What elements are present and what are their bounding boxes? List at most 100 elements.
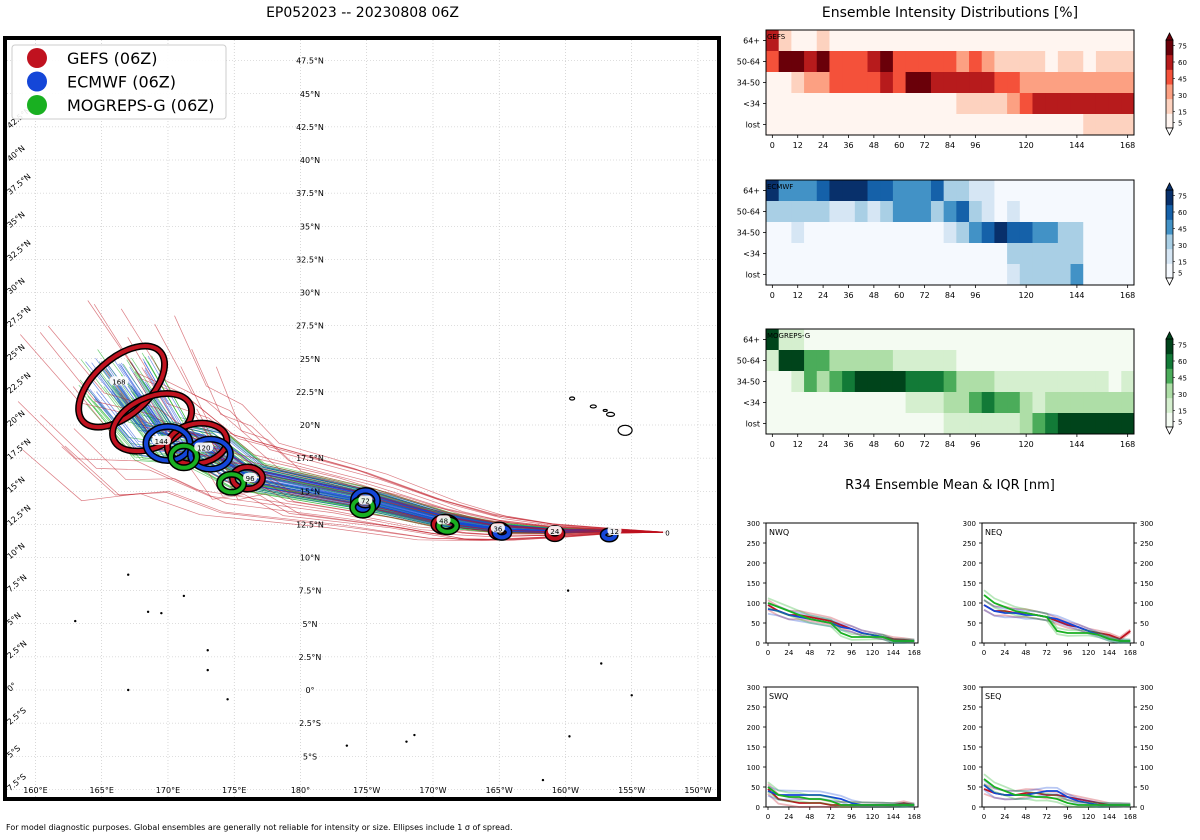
heatmap-cell (1070, 392, 1084, 414)
heatmap-cell (981, 392, 995, 414)
r34-mean-line-mogreps-g (983, 594, 1131, 642)
lon-label: 165°W (486, 786, 513, 795)
heatmap-cell (1032, 264, 1046, 286)
heatmap-cell (766, 93, 780, 115)
lat-label: 45°N (300, 90, 320, 99)
heatmap-cell (969, 30, 983, 52)
mogreps-ellipse-96 (217, 472, 246, 495)
island (589, 404, 597, 409)
colorbar-segment (1166, 353, 1173, 369)
heatmap-cell (994, 201, 1008, 223)
heatmap-cell (778, 51, 792, 73)
heatmap-cell (969, 350, 983, 372)
x-tick-label: 36 (843, 440, 853, 449)
heatmap-cell (867, 350, 881, 372)
colorbar-segment (1166, 248, 1173, 264)
island (605, 411, 616, 417)
heatmap-cell (816, 392, 830, 414)
atoll (182, 594, 186, 598)
r34-frame (981, 522, 1135, 644)
x-tick-label: 168 (1120, 291, 1135, 300)
heatmap-cell (1032, 371, 1046, 393)
lat-label: 47.5°N (296, 57, 324, 66)
heatmap-cell (930, 371, 945, 393)
heatmap-cell (778, 114, 792, 136)
heatmap-cell (892, 392, 907, 414)
heatmap-cell (918, 93, 932, 115)
heatmap-cell (842, 201, 856, 223)
heatmap-cell (994, 392, 1008, 414)
heatmap-cell (905, 93, 919, 115)
heatmap-cell (1070, 93, 1084, 115)
atoll (345, 744, 349, 747)
colorbar-tick-label: 5 (1178, 419, 1182, 427)
lat-label: 32.5°N (296, 255, 324, 264)
heatmap-cell (1083, 93, 1097, 115)
heatmap-cell (842, 51, 856, 73)
r34-frame (981, 686, 1135, 808)
r34-iqr-line (767, 597, 915, 641)
forecast-hour-label: 96 (246, 475, 255, 483)
r34-iqr-line (767, 793, 915, 808)
x-tick-label: 120 (1018, 291, 1033, 300)
lat-label: 37.5°N (296, 189, 324, 198)
legend-label: GEFS (06Z) (67, 49, 157, 68)
heatmap-cell (1019, 350, 1033, 372)
heatmap-cell (930, 93, 945, 115)
heatmap-cell (994, 264, 1008, 286)
heatmap-panel-mogreps-g: MOGREPS-G 64+ 50-64 34-50 <34 lost 0 12 24 36 48 60… (737, 328, 1187, 449)
x-tick-label: 24 (818, 440, 828, 449)
heatmap-cell (1057, 329, 1072, 351)
heatmap-cell (1070, 72, 1084, 94)
lat-label: 15°N (300, 487, 320, 496)
lon-label: 165°E (90, 786, 114, 795)
colorbar-segment (1166, 219, 1173, 235)
heatmap-cell (854, 350, 869, 372)
heatmap-cell (981, 243, 995, 265)
heatmap-cell (804, 72, 818, 94)
r34-y-tick-label: 50 (1140, 784, 1149, 792)
heatmap-panel-ecmwf: ECMWF 64+ 50-64 34-50 <34 lost 0 12 24 36 48 60 72 84… (737, 179, 1187, 300)
heatmap-cell (892, 264, 907, 286)
r34-y-tick-label: 100 (747, 600, 760, 608)
r34-x-tick-label: 24 (784, 813, 793, 821)
r34-y-tick-label-left: 0 (972, 640, 976, 648)
heatmap-cell (880, 371, 894, 393)
ensemble-track (213, 450, 668, 541)
x-tick-label: 120 (1018, 440, 1033, 449)
r34-y-tick-label: 100 (1140, 600, 1153, 608)
heatmap-cell (1057, 371, 1072, 393)
ensemble-track (174, 315, 668, 533)
colorbar-tick-label: 30 (1178, 391, 1187, 399)
heatmap-cell (1108, 350, 1122, 372)
heatmap-cell (1057, 350, 1072, 372)
r34-x-tick-label: 48 (1021, 649, 1030, 657)
colorbar-segment (1166, 54, 1173, 70)
heatmap-cell (1070, 264, 1084, 286)
heatmap-cell (994, 72, 1008, 94)
r34-mean-line-mogreps-g (767, 602, 915, 642)
heatmap-cell (981, 51, 995, 73)
heatmap-cell (804, 350, 818, 372)
heatmap-cell (1032, 413, 1046, 435)
heatmap-cell (1019, 413, 1033, 435)
forecast-hour-bg (547, 526, 562, 535)
land-masses (74, 396, 633, 782)
heatmap-cell (880, 114, 894, 136)
r34-iqr-line (767, 612, 915, 644)
heatmap-cell (842, 114, 856, 136)
heatmap-cell (1045, 51, 1059, 73)
heatmap-cell (854, 51, 869, 73)
heatmap-cell (1057, 243, 1072, 265)
heatmap-cell (1007, 30, 1021, 52)
island (617, 424, 633, 436)
forecast-hour-bg (109, 376, 129, 386)
heatmap-cell (1121, 93, 1135, 115)
heatmap-cell (766, 30, 780, 52)
r34-y-tick-label: 250 (1140, 540, 1153, 548)
heatmap-cell (766, 413, 780, 435)
r34-y-tick-label: 50 (1140, 620, 1149, 628)
heatmap-cell (1108, 243, 1122, 265)
heatmap-cell (791, 222, 805, 244)
